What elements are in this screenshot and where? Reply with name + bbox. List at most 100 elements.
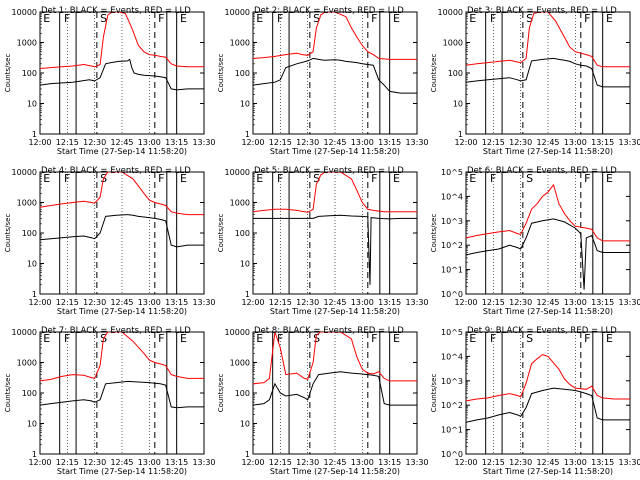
y-tick-label: 100 [22,69,37,78]
lld-series-line [466,183,630,242]
y-axis-label: Counts/sec [4,374,12,413]
region-label: S [313,172,320,185]
events-series-line [40,380,204,409]
x-axis-label: Start Time (27-Sep-14 11:58:20) [270,147,400,156]
plot-title: Det 2: BLACK = Events, RED = LLD [254,6,404,16]
x-axis-label: Start Time (27-Sep-14 11:58:20) [57,467,187,476]
x-tick-label: 12:00 [28,458,51,467]
y-tick-label: 100 [448,69,463,78]
x-tick-label: 12:00 [241,458,264,467]
region-label: E [606,332,613,345]
y-tick-label: 10^3 [441,217,463,226]
plot-title: Det 3: BLACK = Events, RED = LLD [467,6,617,16]
region-label: E [256,332,263,345]
x-tick-label: 12:45 [323,298,346,307]
x-tick-label: 13:30 [618,298,640,307]
region-label: E [393,12,400,25]
region-label: E [180,332,187,345]
lld-series-line [466,12,630,68]
y-tick-label: 10000 [438,8,463,17]
plot-panel-7: 12:00 12:15 12:30 12:45 13:00 13:15 13:30 1 10 10… [4,326,216,476]
region-label: E [180,172,187,185]
x-axis-label: Start Time (27-Sep-14 11:58:20) [57,307,187,316]
x-tick-label: 12:45 [110,458,133,467]
region-label: F [584,332,590,345]
region-label: S [526,12,533,25]
region-label: F [158,12,164,25]
y-tick-label: 10000 [225,8,250,17]
x-tick-label: 12:30 [83,458,106,467]
region-label: F [490,12,496,25]
plot-panel-6: 12:00 12:15 12:30 12:45 13:00 13:15 13:30 10^0 1… [430,166,640,316]
y-tick-label: 1000 [17,359,37,368]
x-tick-label: 13:15 [378,138,401,147]
x-tick-label: 12:30 [296,298,319,307]
plot-title: Det 9: BLACK = Events, RED = LLD [467,326,617,336]
y-tick-label: 10^4 [441,352,463,361]
lld-series-line [253,172,417,213]
lld-series-line [466,353,630,402]
y-tick-label: 1000 [17,39,37,48]
lld-series-line [40,332,204,382]
plot-panel-1: 12:00 12:15 12:30 12:45 13:00 13:15 13:30 1 10 10… [4,6,216,156]
y-tick-label: 1 [458,130,463,139]
region-label: E [43,332,50,345]
plot-panel-9: 12:00 12:15 12:30 12:45 13:00 13:15 13:30 10^0 1… [430,326,640,476]
y-tick-label: 1 [32,450,37,459]
x-tick-label: 13:30 [618,458,640,467]
region-label: S [526,332,533,345]
region-label: S [313,12,320,25]
lld-series-line [253,332,417,385]
y-tick-label: 10^5 [441,168,463,177]
region-label: E [469,12,476,25]
x-tick-label: 13:00 [351,298,374,307]
x-tick-label: 12:15 [56,458,79,467]
y-tick-label: 10000 [12,8,37,17]
y-tick-label: 1 [245,130,250,139]
x-tick-label: 13:00 [351,458,374,467]
y-tick-label: 1000 [230,199,250,208]
x-tick-label: 12:30 [296,458,319,467]
plot-panel-2: 12:00 12:15 12:30 12:45 13:00 13:15 13:30 1 10 10… [217,6,429,156]
plot-title: Det 8: BLACK = Events, RED = LLD [254,326,404,336]
events-series-line [466,218,630,290]
y-tick-label: 100 [22,229,37,238]
lld-series-line [253,12,417,60]
x-tick-label: 13:15 [378,458,401,467]
y-axis-label: Counts/sec [430,54,438,93]
x-axis-label: Start Time (27-Sep-14 11:58:20) [483,307,613,316]
x-tick-label: 12:15 [56,138,79,147]
x-tick-label: 12:30 [509,458,532,467]
y-axis-label: Counts/sec [217,214,225,253]
y-tick-label: 1 [245,450,250,459]
lld-series-line [40,172,204,216]
lld-series-line [40,12,204,69]
y-tick-label: 10^1 [441,266,463,275]
y-axis-label: Counts/sec [430,374,438,413]
y-tick-label: 1000 [230,39,250,48]
x-tick-label: 12:30 [509,298,532,307]
x-tick-label: 12:45 [536,138,559,147]
x-tick-label: 12:30 [83,138,106,147]
x-tick-label: 13:30 [192,458,215,467]
x-tick-label: 13:00 [138,298,161,307]
y-tick-label: 10^0 [441,290,463,299]
x-tick-label: 12:15 [269,138,292,147]
y-axis-label: Counts/sec [217,374,225,413]
x-tick-label: 12:30 [509,138,532,147]
plot-title: Det 7: BLACK = Events, RED = LLD [41,326,191,336]
region-label: E [393,172,400,185]
x-tick-label: 12:45 [536,458,559,467]
x-tick-label: 13:00 [138,138,161,147]
region-label: F [371,172,377,185]
y-tick-label: 100 [235,229,250,238]
x-tick-label: 12:45 [536,298,559,307]
region-label: F [371,12,377,25]
events-series-line [253,371,417,406]
events-series-line [40,58,204,91]
region-label: E [256,12,263,25]
events-series-line [466,57,630,88]
x-tick-label: 12:45 [110,298,133,307]
events-series-line [40,214,204,248]
events-series-line [253,214,417,285]
